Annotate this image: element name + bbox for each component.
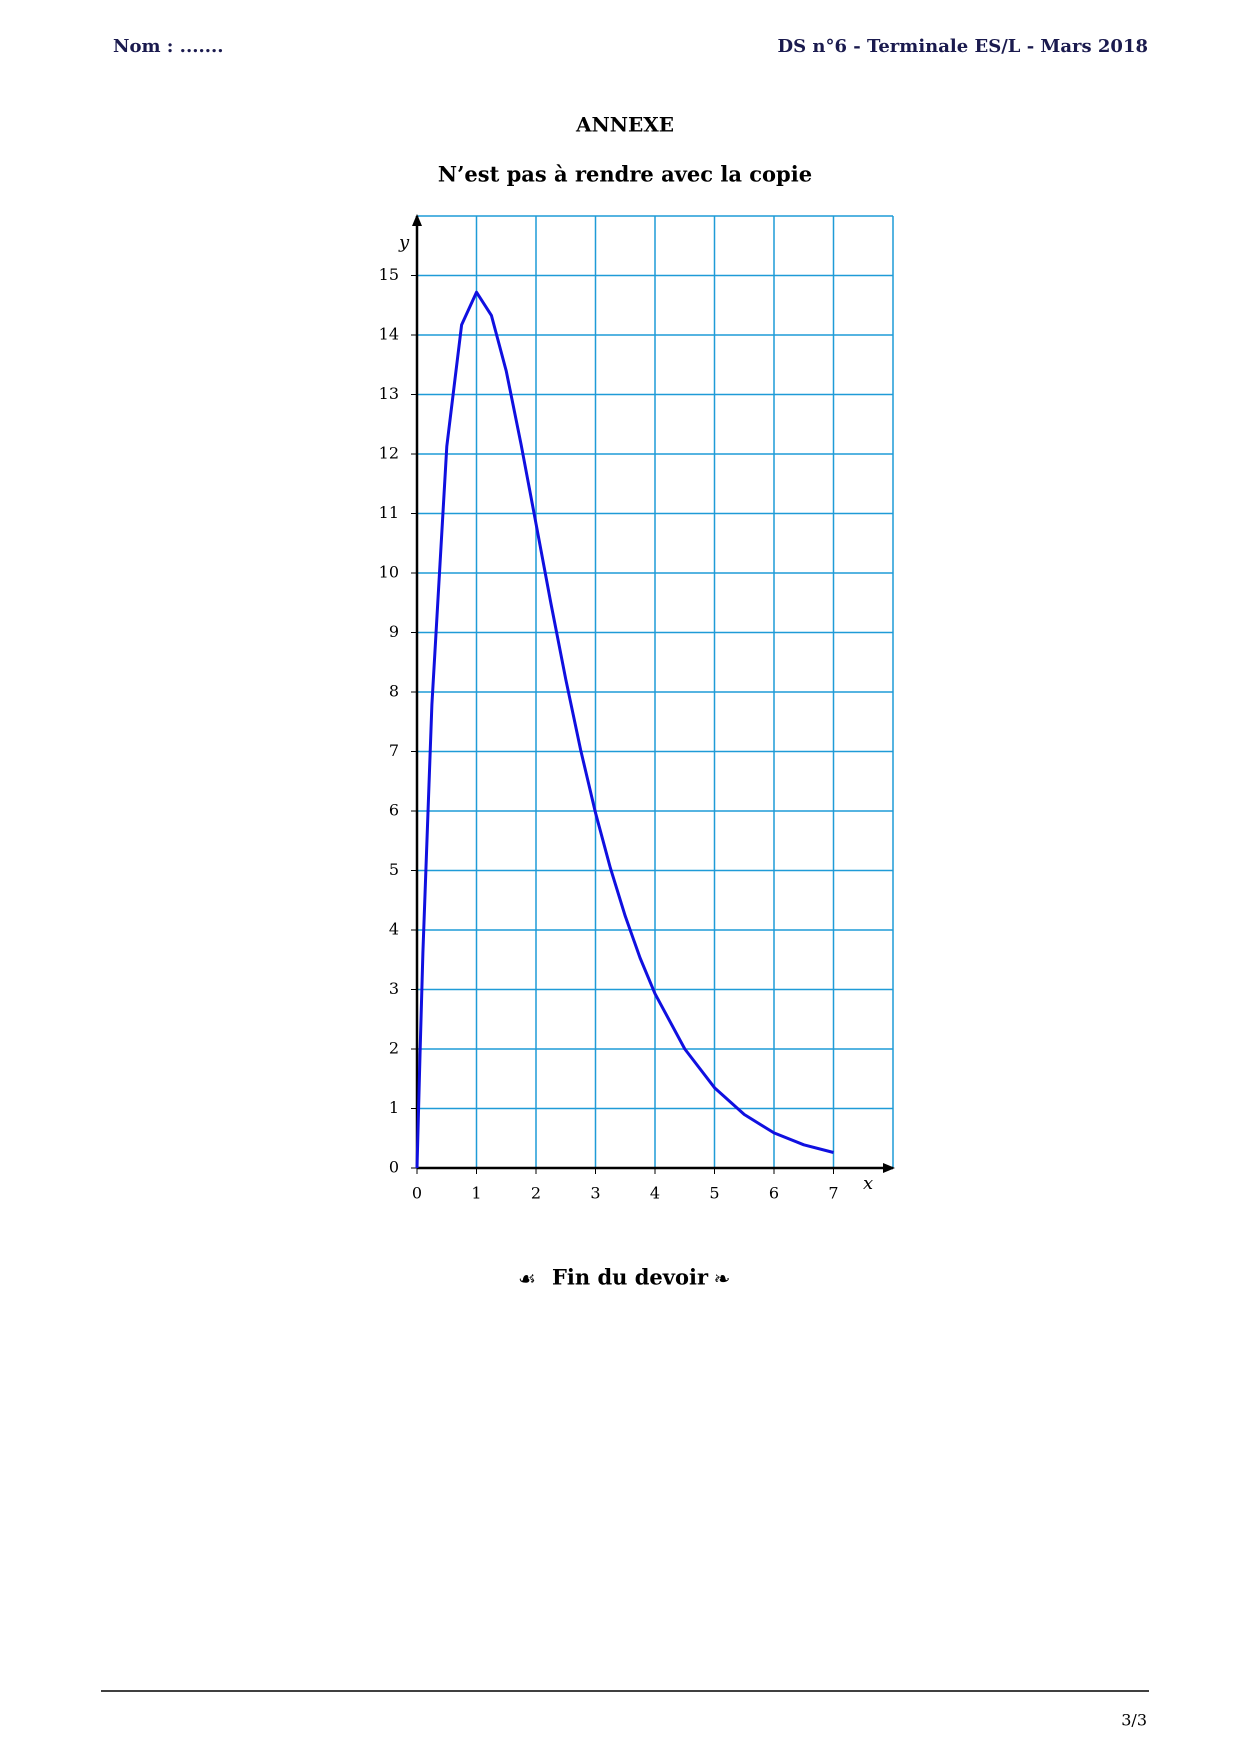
- x-tick-label: 4: [650, 1184, 660, 1203]
- y-tick-label: 12: [379, 444, 399, 463]
- closing-text: Fin du devoir: [552, 1265, 709, 1290]
- x-tick-label: 2: [531, 1184, 541, 1203]
- ornament: ☙: [518, 1267, 536, 1291]
- subtitle: N’est pas à rendre avec la copie: [438, 162, 812, 187]
- page-number: 3/3: [1121, 1711, 1147, 1730]
- y-axis-arrow: [412, 214, 422, 226]
- y-tick-label: 10: [379, 563, 399, 582]
- x-tick-label: 6: [769, 1184, 779, 1203]
- y-tick-label: 0: [389, 1158, 399, 1177]
- title: ANNEXE: [575, 113, 674, 137]
- y-tick-label: 2: [389, 1039, 399, 1058]
- y-tick-label: 4: [389, 920, 399, 939]
- ornament: ❧: [714, 1267, 731, 1291]
- curve: [415, 290, 834, 1169]
- y-tick-label: 15: [379, 265, 399, 284]
- y-tick-label: 6: [389, 801, 399, 820]
- y-tick-label: 8: [389, 682, 399, 701]
- x-axis-arrow: [883, 1163, 895, 1173]
- header-left: Nom : .......: [113, 36, 224, 57]
- y-axis-label: y: [398, 232, 410, 253]
- y-tick-label: 13: [379, 384, 399, 403]
- y-tick-label: 7: [389, 741, 399, 760]
- y-tick-label: 11: [379, 503, 399, 522]
- x-tick-label: 7: [828, 1184, 838, 1203]
- x-tick-label: 5: [709, 1184, 719, 1203]
- x-tick-label: 3: [590, 1184, 600, 1203]
- header-right: DS n°6 - Terminale ES/L - Mars 2018: [778, 36, 1148, 57]
- y-tick-label: 5: [389, 860, 399, 879]
- x-tick-label: 0: [412, 1184, 422, 1203]
- y-tick-label: 3: [389, 979, 399, 998]
- x-axis-label: x: [863, 1173, 873, 1194]
- y-tick-label: 1: [389, 1098, 399, 1117]
- y-tick-label: 9: [389, 622, 399, 641]
- x-tick-label: 1: [471, 1184, 481, 1203]
- y-tick-label: 14: [379, 325, 399, 344]
